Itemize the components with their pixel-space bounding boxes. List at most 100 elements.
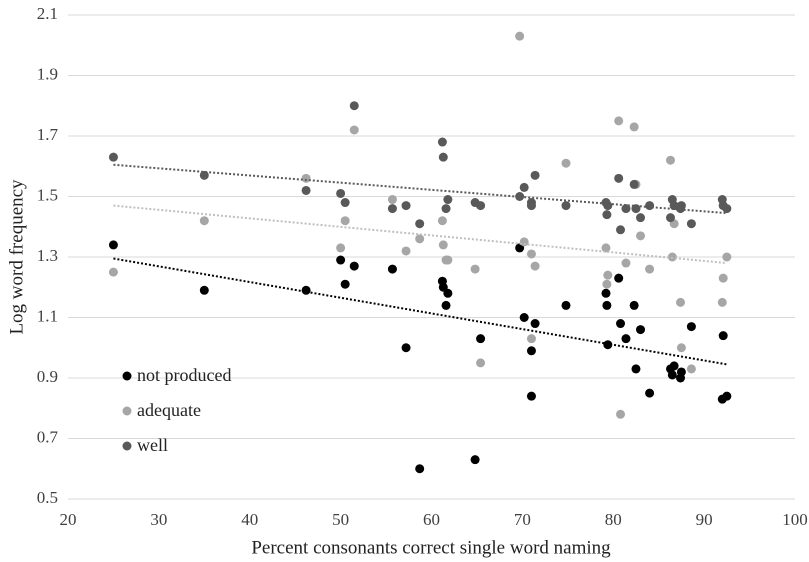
- data-point: [602, 300, 612, 310]
- y-tick-label: 0.9: [37, 367, 58, 386]
- data-point: [718, 331, 728, 341]
- data-point: [675, 297, 685, 307]
- x-tick-label: 100: [782, 510, 808, 529]
- data-point: [530, 319, 540, 329]
- data-point: [301, 185, 311, 195]
- y-tick-label: 2.1: [37, 4, 58, 23]
- x-tick-label: 60: [423, 510, 440, 529]
- data-point: [616, 409, 626, 419]
- x-tick-label: 20: [60, 510, 77, 529]
- x-tick-label: 50: [332, 510, 349, 529]
- y-tick-label: 1.3: [37, 246, 58, 265]
- data-point: [718, 273, 728, 283]
- data-point: [676, 343, 686, 353]
- x-tick-label: 90: [696, 510, 713, 529]
- data-point: [526, 391, 536, 401]
- data-point: [443, 288, 453, 298]
- data-point: [602, 210, 612, 220]
- legend-marker: [122, 406, 132, 416]
- legend-marker: [122, 371, 132, 381]
- data-point: [614, 116, 624, 126]
- data-point: [631, 364, 641, 374]
- trendline: [113, 204, 727, 265]
- data-point: [470, 455, 480, 465]
- data-point: [621, 334, 631, 344]
- data-point: [415, 234, 425, 244]
- data-point: [614, 273, 624, 283]
- data-point: [336, 188, 346, 198]
- data-point: [349, 261, 359, 271]
- data-point: [526, 334, 536, 344]
- data-point: [686, 322, 696, 332]
- data-point: [476, 334, 486, 344]
- data-point: [415, 464, 425, 474]
- data-point: [645, 388, 655, 398]
- data-point: [636, 213, 646, 223]
- y-tick-label: 1.1: [37, 306, 58, 325]
- data-point: [415, 219, 425, 229]
- x-tick-label: 80: [605, 510, 622, 529]
- y-tick-label: 1.5: [37, 185, 58, 204]
- data-point: [645, 201, 655, 211]
- legend-label: well: [137, 435, 168, 455]
- data-point: [676, 367, 686, 377]
- data-point: [340, 279, 350, 289]
- data-point: [443, 195, 453, 205]
- data-point: [601, 243, 611, 253]
- data-point: [667, 370, 677, 380]
- data-point: [401, 201, 411, 211]
- data-point: [108, 240, 118, 250]
- data-point: [636, 231, 646, 241]
- data-point: [387, 195, 397, 205]
- data-point: [561, 158, 571, 168]
- data-point: [629, 300, 639, 310]
- data-point: [108, 267, 118, 277]
- data-point: [526, 346, 536, 356]
- data-point: [438, 152, 448, 162]
- x-axis-title: Percent consonants correct single word n…: [251, 537, 611, 558]
- data-point: [519, 182, 529, 192]
- data-point: [515, 192, 525, 201]
- trendline: [113, 257, 728, 366]
- data-point: [621, 258, 631, 268]
- data-point: [515, 31, 525, 41]
- data-point: [616, 319, 626, 329]
- data-point: [717, 297, 727, 307]
- data-point: [666, 155, 676, 165]
- y-axis-title: Log word frequency: [6, 179, 27, 335]
- data-point: [387, 204, 397, 214]
- x-tick-label: 30: [150, 510, 167, 529]
- y-tick-label: 1.9: [37, 64, 58, 83]
- data-point: [199, 216, 209, 226]
- data-point: [526, 201, 536, 211]
- data-point: [722, 204, 732, 214]
- data-point: [561, 201, 571, 211]
- data-point: [602, 279, 612, 289]
- data-point: [722, 391, 732, 401]
- data-point: [686, 364, 696, 374]
- data-point: [645, 264, 655, 274]
- data-point: [616, 225, 626, 235]
- legend-marker: [122, 441, 132, 451]
- data-point: [336, 255, 346, 265]
- data-point: [437, 137, 447, 147]
- data-point: [666, 213, 676, 223]
- data-point: [336, 243, 346, 253]
- data-point: [526, 249, 536, 259]
- x-tick-label: 70: [514, 510, 531, 529]
- data-point: [519, 313, 529, 322]
- data-point: [401, 343, 411, 353]
- data-point: [629, 122, 639, 132]
- data-point: [441, 300, 451, 310]
- data-point: [530, 170, 540, 180]
- data-point: [722, 252, 732, 262]
- trendline: [113, 163, 727, 215]
- data-point: [437, 216, 447, 226]
- data-point: [349, 125, 359, 135]
- data-point: [441, 204, 451, 214]
- data-point: [530, 261, 540, 271]
- data-point: [438, 240, 448, 250]
- data-point: [401, 246, 411, 256]
- legend-label: adequate: [137, 400, 201, 420]
